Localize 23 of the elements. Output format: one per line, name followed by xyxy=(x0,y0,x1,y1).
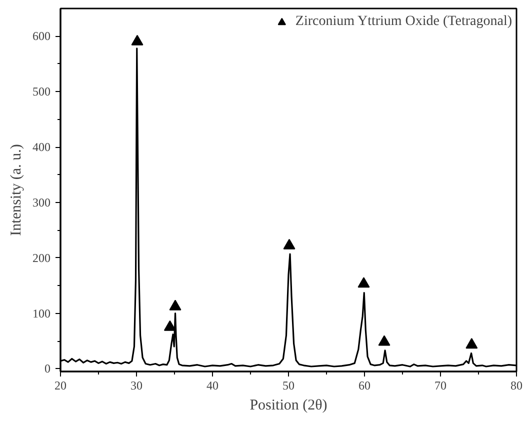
point xyxy=(131,34,144,46)
y-tick-label: 200 xyxy=(32,250,50,265)
x-tick-label: 70 xyxy=(434,378,446,392)
y-tick-label: 600 xyxy=(32,29,50,44)
y-tick-label: 300 xyxy=(32,195,50,210)
x-axis-title: Position (2θ) xyxy=(250,398,328,414)
x-tick-label: 40 xyxy=(206,378,218,392)
point xyxy=(358,277,370,288)
x-tick-label: 20 xyxy=(54,378,66,392)
y-tick-label: 400 xyxy=(32,140,50,154)
point xyxy=(466,338,478,349)
point xyxy=(378,335,390,346)
x-tick-label: 50 xyxy=(282,378,294,392)
x-tick-label: 30 xyxy=(130,378,142,392)
y-axis-title: Intensity (a. u.) xyxy=(8,144,24,236)
y-tick-label: 0 xyxy=(44,362,50,376)
point xyxy=(283,238,296,250)
y-tick-label: 100 xyxy=(32,306,50,320)
x-tick-label: 80 xyxy=(510,378,522,392)
legend-label: Zirconium Yttrium Oxide (Tetragonal) xyxy=(295,14,512,30)
x-tick-label: 60 xyxy=(358,378,370,392)
point xyxy=(169,300,182,310)
y-tick-label: 500 xyxy=(32,84,50,99)
